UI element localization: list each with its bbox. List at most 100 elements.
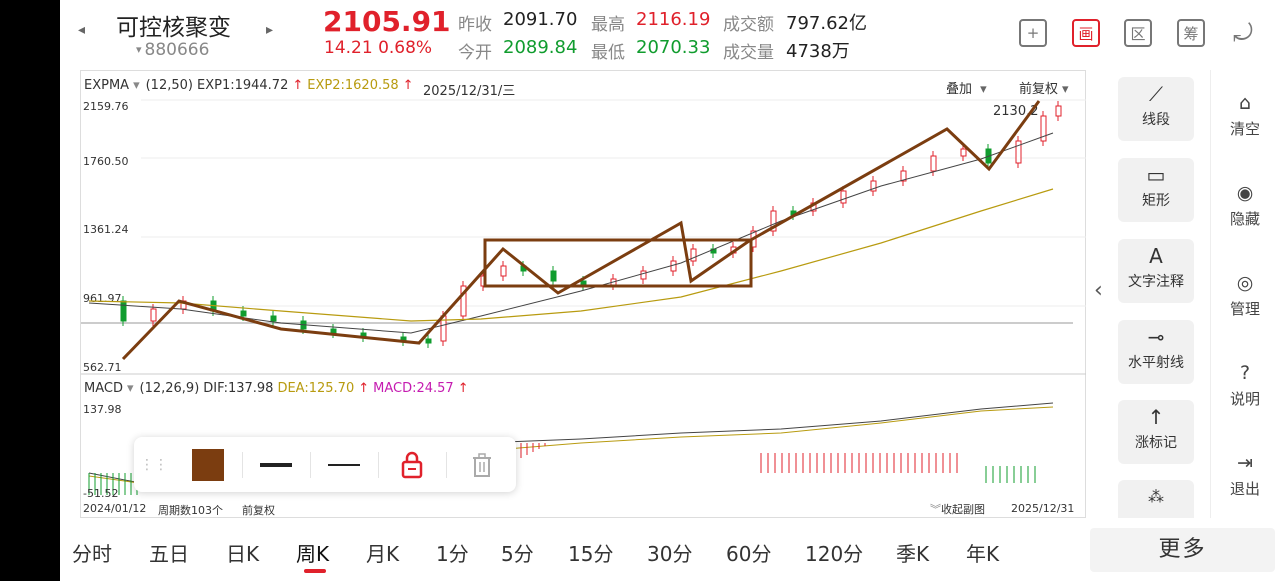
candle xyxy=(930,155,937,172)
lock-button[interactable] xyxy=(394,437,430,492)
exit-button[interactable]: ⇥ 退出 xyxy=(1211,452,1278,499)
prev-stock-icon[interactable]: ◂ xyxy=(78,22,86,38)
tab-15min[interactable]: 15分 xyxy=(568,542,614,566)
expma-indicator[interactable]: EXPMA xyxy=(84,78,130,93)
rotate-button[interactable]: ⤾ xyxy=(1229,19,1257,47)
indicator-dropdown-icon[interactable]: ▾ xyxy=(133,78,140,93)
hide-button[interactable]: ◉ 隐藏 xyxy=(1211,182,1278,229)
clear-button[interactable]: ⌂ 清空 xyxy=(1211,92,1278,139)
candle xyxy=(460,285,467,317)
low-label: 最低 xyxy=(591,43,625,63)
candle xyxy=(1055,105,1062,117)
action-label: 隐藏 xyxy=(1229,210,1260,228)
macd-legend: MACD ▾ (12,26,9) DIF:137.98 DEA:125.70 ↑ MACD:… xyxy=(84,381,473,396)
action-label: 说明 xyxy=(1229,390,1260,408)
range-button[interactable]: 区 xyxy=(1124,19,1152,47)
tab-quarterly[interactable]: 季K xyxy=(896,542,930,566)
segment-icon: ⟋ xyxy=(1149,82,1163,106)
stock-code[interactable]: ▾ 880666 xyxy=(136,40,209,60)
tool-text[interactable]: A 文字注释 xyxy=(1118,239,1194,303)
delete-button[interactable] xyxy=(464,437,500,492)
high-label: 最高 xyxy=(591,15,625,35)
action-label: 清空 xyxy=(1229,120,1260,138)
text-icon: A xyxy=(1149,244,1163,268)
chip-button[interactable]: 筹 xyxy=(1177,19,1205,47)
overlay-label: 叠加 xyxy=(946,82,973,97)
collapse-label: 收起副图 xyxy=(941,503,985,516)
tab-1min[interactable]: 1分 xyxy=(436,542,469,566)
line-style-button[interactable] xyxy=(326,437,362,492)
line-width-button[interactable] xyxy=(258,437,294,492)
more-periods-button[interactable]: 更多 xyxy=(1090,528,1275,572)
next-stock-icon[interactable]: ▸ xyxy=(266,22,274,38)
candle xyxy=(900,170,907,182)
dea-value: DEA:125.70 xyxy=(277,381,355,396)
color-picker[interactable] xyxy=(190,437,226,492)
draw-tool-panel: ‹ ⟋ 线段 ▭ 矩形 A 文字注释 ⊸ 水平射线 ↑ 涨标记 ⁂ xyxy=(1086,70,1210,518)
exp2-value: EXP2:1620.58 xyxy=(307,78,399,93)
volume-label: 成交量 xyxy=(723,43,774,63)
up-arrow-icon: ↑ xyxy=(1147,405,1165,429)
collapse-subchart[interactable]: ︾收起副图 xyxy=(930,501,985,517)
tab-120min[interactable]: 120分 xyxy=(805,542,864,566)
macd-y-bottom: -51.52 xyxy=(83,487,119,500)
candle xyxy=(690,248,697,262)
period-tabs: 分时 五日 日K 周K 月K 1分 5分 15分 30分 60分 120分 季K… xyxy=(60,520,1278,581)
draw-button[interactable]: 画 xyxy=(1072,19,1100,47)
tool-more[interactable]: ⁂ xyxy=(1118,480,1194,518)
start-date: 2024/01/12 xyxy=(83,502,147,515)
candle xyxy=(425,338,432,344)
candle xyxy=(550,270,557,282)
macd-value: MACD:24.57 xyxy=(373,381,454,396)
help-button[interactable]: ? 说明 xyxy=(1211,362,1278,409)
tab-intraday[interactable]: 分时 xyxy=(72,542,112,566)
overlay-dropdown[interactable]: 叠加 ▾ xyxy=(946,78,991,97)
macd-indicator[interactable]: MACD xyxy=(84,381,123,396)
end-date: 2025/12/31 xyxy=(1011,502,1075,515)
plus-icon: + xyxy=(1026,24,1040,42)
manage-icon: ◎ xyxy=(1236,272,1254,294)
candle xyxy=(150,308,157,322)
adjust-label: 前复权 xyxy=(1019,82,1059,97)
collapse-panel-icon[interactable]: ‹ xyxy=(1094,278,1103,303)
collapse-icon: ︾ xyxy=(930,503,941,516)
tab-yearly[interactable]: 年K xyxy=(966,542,1000,566)
tab-30min[interactable]: 30分 xyxy=(647,542,693,566)
tool-segment[interactable]: ⟋ 线段 xyxy=(1118,77,1194,141)
code-text: 880666 xyxy=(144,40,210,60)
tab-5min[interactable]: 5分 xyxy=(501,542,534,566)
manage-button[interactable]: ◎ 管理 xyxy=(1211,272,1278,319)
open-label: 今开 xyxy=(458,43,492,63)
help-icon: ? xyxy=(1239,362,1251,384)
tab-weekly[interactable]: 周K xyxy=(296,542,330,566)
stock-name: 可控核聚变 xyxy=(116,15,231,41)
adjust-dropdown[interactable]: 前复权 ▾ xyxy=(1019,78,1073,97)
period-count: 周期数103个 xyxy=(158,504,223,517)
tab-5day[interactable]: 五日 xyxy=(149,542,189,566)
chevron-down-icon: ▾ xyxy=(1062,82,1069,97)
plus-button[interactable]: + xyxy=(1019,19,1047,47)
candle xyxy=(770,210,777,232)
macd-up-icon: ↑ xyxy=(457,381,469,396)
action-column: ⌂ 清空 ◉ 隐藏 ◎ 管理 ? 说明 ⇥ 退出 xyxy=(1210,70,1278,518)
y-label-3: 1361.24 xyxy=(83,223,129,236)
tab-monthly[interactable]: 月K xyxy=(366,542,400,566)
change-percent: 0.68% xyxy=(378,38,433,58)
draw-icon: 画 xyxy=(1078,24,1094,43)
tab-daily[interactable]: 日K xyxy=(226,542,260,566)
exp1-up-icon: ↑ xyxy=(292,78,304,93)
tool-horizontal-ray[interactable]: ⊸ 水平射线 xyxy=(1118,320,1194,384)
indicator-dropdown-icon[interactable]: ▾ xyxy=(126,381,134,396)
tool-rise-mark[interactable]: ↑ 涨标记 xyxy=(1118,400,1194,464)
tab-60min[interactable]: 60分 xyxy=(726,542,772,566)
candle xyxy=(1015,140,1022,164)
tool-rectangle[interactable]: ▭ 矩形 xyxy=(1118,158,1194,222)
stock-app: ◂ ▸ 可控核聚变 ▾ 880666 2105.91 14.21 0.68% 昨收… xyxy=(60,0,1278,581)
thick-line-icon xyxy=(260,462,292,467)
drag-handle-icon[interactable]: ⋮⋮ xyxy=(140,456,168,473)
dropdown-icon: ▾ xyxy=(136,43,142,56)
candle xyxy=(840,190,847,204)
turnover-label: 成交额 xyxy=(723,15,774,35)
exit-icon: ⇥ xyxy=(1237,452,1253,474)
low-value: 2070.33 xyxy=(636,37,711,58)
